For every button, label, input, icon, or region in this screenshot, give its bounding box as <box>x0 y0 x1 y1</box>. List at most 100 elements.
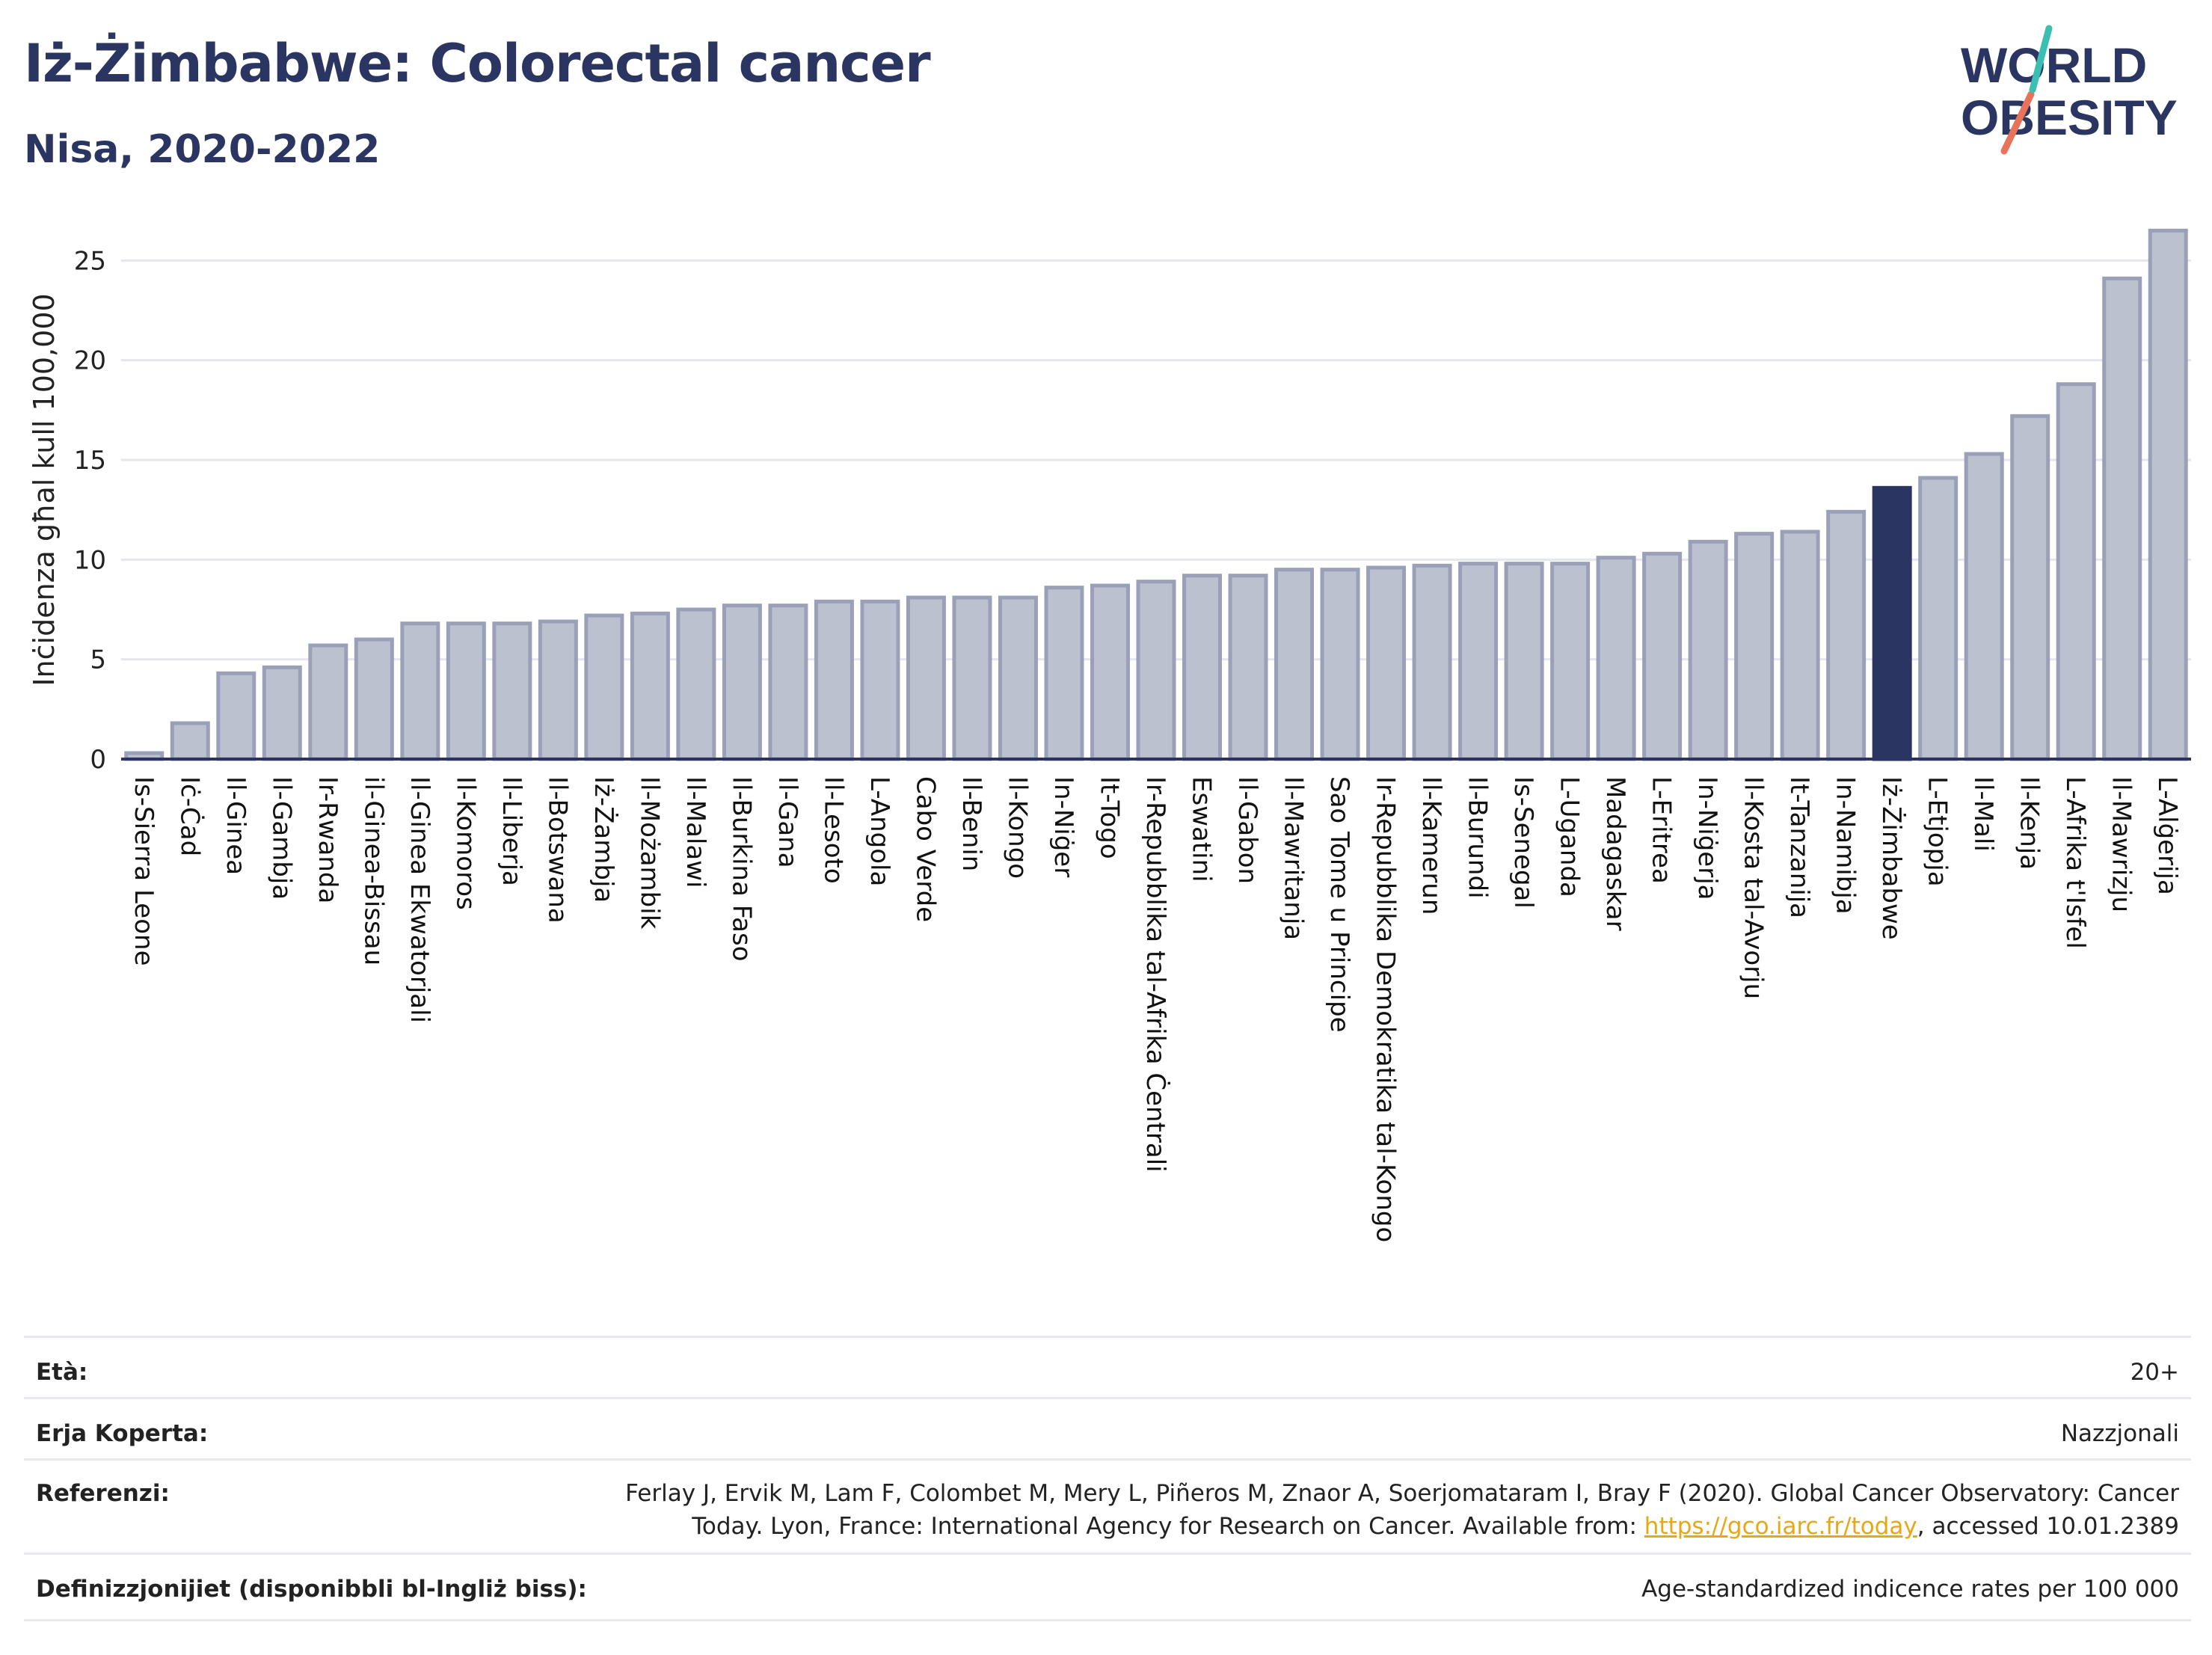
x-tick-label: L-Afrika t'Isfel <box>2060 776 2090 949</box>
x-tick-label: Il-Burundi <box>1463 776 1493 899</box>
bar <box>1688 539 1728 761</box>
x-tick-label: It-Tanzanija <box>1784 776 1814 918</box>
bar <box>492 621 532 761</box>
bar <box>2102 276 2142 761</box>
logo-text-world: WORLD <box>1961 37 2147 93</box>
bar <box>1596 556 1636 761</box>
world-obesity-logo: WORLD OBESITY <box>1961 25 2178 155</box>
bar <box>1642 551 1683 761</box>
bar <box>1182 574 1223 761</box>
logo-slash-coral <box>2000 90 2035 155</box>
x-tick-label: Il-Gabon <box>1232 776 1262 884</box>
meta-row-reference: Referenzi: Ferlay J, Ervik M, Lam F, Col… <box>24 1458 2191 1555</box>
x-tick-label: In-Niġer <box>1048 776 1078 877</box>
x-tick-label: It-Togo <box>1094 776 1124 859</box>
bar <box>170 721 210 761</box>
x-tick-label: Il-Mawritanja <box>1279 776 1309 940</box>
x-tick-label: Ir-Repubblika Demokratika tal-Kongo <box>1371 776 1401 1242</box>
x-tick-label: Il-Mawrizju <box>2107 776 2136 912</box>
y-tick-label: 10 <box>74 545 106 575</box>
x-tick-label: Il-Gana <box>772 776 802 868</box>
bar <box>860 599 900 761</box>
bar <box>1872 485 1912 761</box>
bar <box>906 595 946 761</box>
bar <box>952 595 992 761</box>
bar <box>354 637 394 761</box>
bar <box>1964 452 2004 761</box>
y-tick-label: 0 <box>90 745 106 775</box>
meta-age-value: 20+ <box>2130 1359 2179 1386</box>
x-tick-label: Is-Sierra Leone <box>129 776 159 966</box>
bar <box>814 599 854 761</box>
bar <box>1550 562 1591 761</box>
x-tick-label: Madagaskar <box>1600 776 1630 931</box>
x-tick-label: L-Etjopja <box>1923 776 1953 887</box>
bar <box>1504 562 1544 761</box>
x-tick-label: Iċ-Ċad <box>174 776 205 856</box>
meta-row-age: Età: 20+ <box>24 1336 2191 1399</box>
bar <box>2010 414 2050 761</box>
meta-definitions-label: Definizzjonijiet (disponibbli bl-Ingliż … <box>36 1576 587 1603</box>
x-tick-label: Il-Mali <box>1968 776 1998 852</box>
x-tick-label: il-Ginea-Bissau <box>358 776 388 965</box>
reference-accessed: , accessed 10.01.2389 <box>1917 1513 2179 1540</box>
x-tick-label: Il-Lesoto <box>818 776 848 884</box>
x-tick-label: Iż-Żimbabwe <box>1876 776 1906 940</box>
bar <box>676 607 716 761</box>
x-tick-label: Eswatini <box>1187 776 1217 882</box>
x-tick-label: Cabo Verde <box>910 776 940 922</box>
bar <box>768 604 808 761</box>
meta-area-label: Erja Koperta: <box>36 1420 209 1447</box>
x-tick-label: L-Uganda <box>1555 776 1585 897</box>
bar <box>400 621 440 761</box>
meta-reference-label: Referenzi: <box>36 1480 170 1507</box>
bar <box>998 595 1038 761</box>
x-tick-label: In-Niġerja <box>1692 776 1722 900</box>
bar <box>1044 586 1084 761</box>
x-tick-label: Sao Tome u Principe <box>1324 776 1354 1033</box>
x-tick-label: Ir-Repubblika tal-Afrika Ċentrali <box>1140 776 1171 1173</box>
bar <box>1228 574 1268 761</box>
meta-area-value: Nazzjonali <box>2060 1420 2179 1447</box>
logo-text-obesity: OBESITY <box>1961 90 2178 145</box>
x-tick-label: Il-Możambik <box>634 776 664 930</box>
bar <box>1136 580 1176 761</box>
bar <box>1918 476 1958 761</box>
bar <box>262 665 302 761</box>
x-tick-label: Il-Liberja <box>497 776 526 886</box>
bar <box>308 643 348 761</box>
x-tick-label: Il-Malawi <box>681 776 710 888</box>
bar <box>584 613 624 761</box>
x-tick-label: Il-Kongo <box>1002 776 1032 879</box>
y-axis-label: Inċidenza għal kull 100,000 <box>28 293 61 686</box>
bar <box>1734 532 1775 761</box>
meta-age-label: Età: <box>36 1359 88 1386</box>
y-tick-label: 15 <box>74 446 106 476</box>
x-tick-label: Il-Kenja <box>2015 776 2044 870</box>
bar-chart: 0 5 10 15 20 25 Inċidenza għal kull 100,000 Is-… <box>28 228 2191 1242</box>
x-tick-label: Iż-Żambja <box>589 776 618 903</box>
x-tick-label: L-Angola <box>864 776 894 886</box>
bar <box>722 604 762 761</box>
bar <box>1412 563 1452 761</box>
chart-title: Iż-Żimbabwe: Colorectal cancer <box>24 33 931 94</box>
logo-slash-teal <box>2029 25 2053 93</box>
x-tick-label: Il-Benin <box>956 776 986 871</box>
x-tick-label: Is-Senegal <box>1508 776 1538 909</box>
bar <box>446 621 486 761</box>
chart-subtitle: Nisa, 2020-2022 <box>24 127 381 172</box>
bar <box>630 611 670 761</box>
bar <box>1090 583 1130 761</box>
x-tick-label: L-Alġerija <box>2152 776 2182 895</box>
reference-line-1: Ferlay J, Ervik M, Lam F, Colombet M, Me… <box>625 1480 2179 1507</box>
bar <box>1320 568 1360 761</box>
meta-definitions-value: Age-standardized indicence rates per 100… <box>1641 1576 2179 1603</box>
y-tick-label: 20 <box>74 346 106 376</box>
bar <box>538 619 578 761</box>
x-tick-label: Ir-Rwanda <box>313 776 342 903</box>
reference-link[interactable]: https://gco.iarc.fr/today <box>1644 1513 1917 1540</box>
bar <box>2148 228 2188 761</box>
x-tick-label: Il-Ginea Ekwatorjali <box>405 776 434 1023</box>
bar <box>1366 565 1407 761</box>
y-tick-label: 25 <box>74 246 106 276</box>
